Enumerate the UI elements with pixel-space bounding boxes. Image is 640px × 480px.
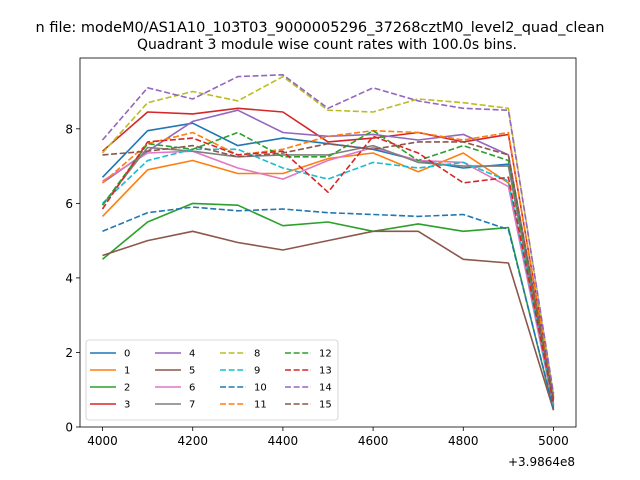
series-line-3 (101, 107, 555, 398)
y-tick-label: 8 (65, 122, 73, 136)
legend-label-11: 11 (254, 400, 267, 411)
legend-label-8: 8 (254, 349, 260, 360)
x-tick-label: 4200 (177, 434, 208, 448)
legend-label-2: 2 (124, 383, 130, 394)
legend-label-10: 10 (254, 383, 267, 394)
legend-label-9: 9 (254, 366, 260, 377)
legend-label-1: 1 (124, 366, 130, 377)
series-line-7 (101, 144, 555, 405)
series-line-4 (102, 109, 555, 400)
legend-label-15: 15 (319, 400, 332, 411)
y-tick-label: 0 (65, 421, 73, 435)
series-line-14 (101, 74, 555, 394)
axes-border (79, 57, 577, 428)
series-line-1 (101, 152, 555, 407)
series-line-12 (101, 129, 555, 402)
chart-title: Quadrant 3 module wise count rates with … (137, 37, 517, 53)
legend-label-7: 7 (189, 400, 195, 411)
legend-label-14: 14 (319, 383, 332, 394)
y-tick-label: 6 (65, 197, 73, 211)
series-lines (101, 74, 555, 411)
x-tick-label: 4800 (448, 434, 479, 448)
legend-label-12: 12 (319, 349, 332, 360)
legend-label-3: 3 (124, 400, 130, 411)
series-line-11 (101, 129, 555, 402)
x-tick-label: 4400 (268, 434, 299, 448)
figure-suptitle: n file: modeM0/AS1A10_103T03_9000005296_… (36, 20, 605, 36)
legend-label-13: 13 (319, 366, 332, 377)
legend-label-5: 5 (189, 366, 195, 377)
series-line-10 (102, 206, 555, 409)
plot-frame: 4000 4200 4400 4600 4800 5000 0 2 4 6 8 (65, 57, 577, 448)
x-tick-label: 4000 (87, 434, 118, 448)
series-line-9 (101, 148, 555, 405)
legend-label-0: 0 (124, 349, 130, 360)
series-line-6 (102, 146, 555, 407)
series-line-13 (101, 135, 555, 403)
legend-label-4: 4 (189, 349, 195, 360)
y-tick-label: 2 (65, 346, 73, 360)
series-line-15 (102, 141, 555, 400)
y-tick-label: 4 (65, 271, 73, 285)
legend-label-6: 6 (189, 383, 195, 394)
x-offset-label: +3.9864e8 (508, 455, 575, 469)
legend-box (85, 339, 339, 421)
x-tick-label: 4600 (358, 434, 389, 448)
series-line-5 (102, 230, 555, 411)
x-tick-label: 5000 (538, 434, 569, 448)
